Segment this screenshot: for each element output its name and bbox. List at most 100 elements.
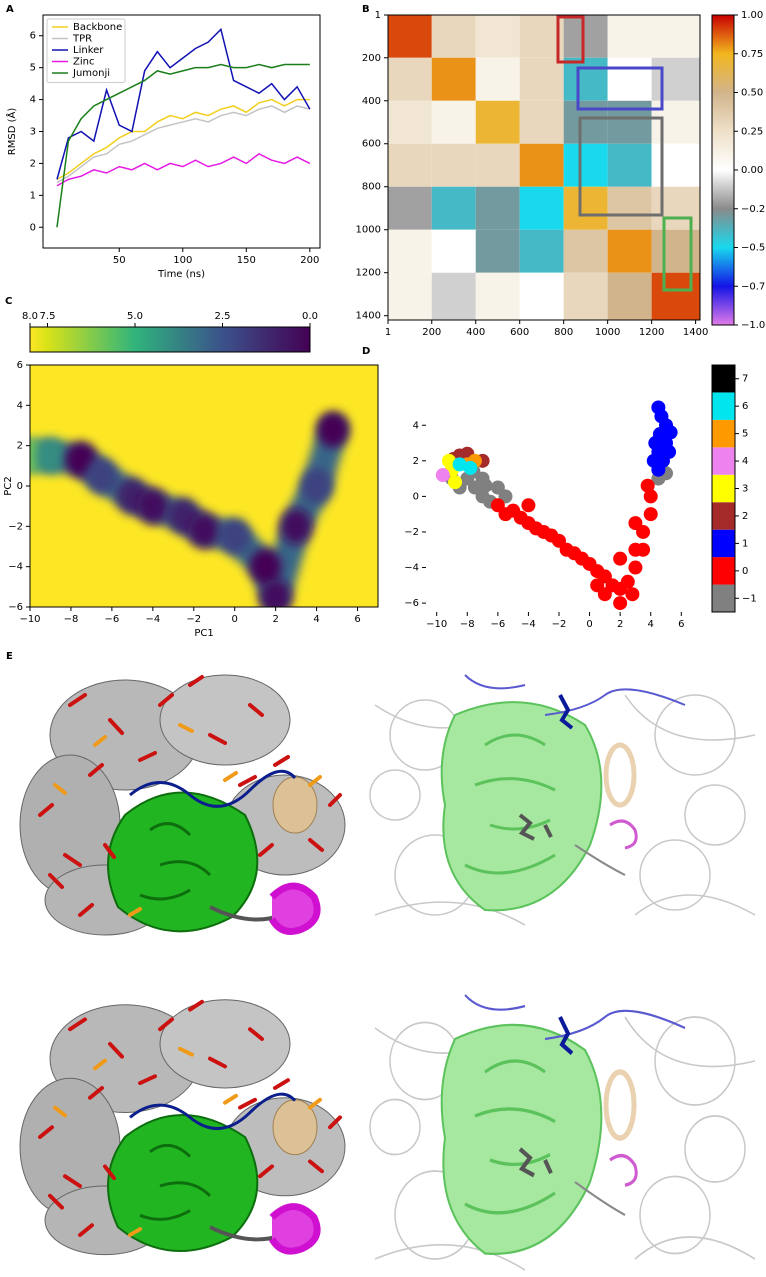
x-tick-label: 1 — [385, 327, 391, 338]
heatmap-cell — [388, 57, 432, 101]
y-tick-label: 800 — [362, 182, 381, 193]
series-line — [56, 63, 310, 228]
plot-frame — [387, 14, 701, 321]
heatmap-cell — [388, 15, 432, 58]
colorbar-band — [712, 365, 735, 393]
x-tick-label: 6 — [354, 614, 360, 625]
y-tick-label: 4 — [17, 400, 23, 411]
scatter-point — [613, 596, 628, 611]
colorbar-band — [712, 419, 735, 448]
scatter-point — [463, 460, 478, 475]
colorbar-tick-label: 7.5 — [40, 311, 56, 322]
colorbar-tick-label: −0.25 — [741, 204, 766, 215]
x-tick-label: 100 — [173, 255, 192, 266]
y-axis-label: PC2 — [3, 476, 14, 495]
legend-box — [46, 18, 126, 83]
scatter-point — [452, 457, 467, 472]
y-tick-label: 0 — [413, 491, 419, 502]
y-tick-label: 400 — [362, 96, 381, 107]
heatmap-cell — [563, 143, 608, 187]
y-tick-label: −2 — [8, 521, 23, 532]
contour-layer — [30, 411, 349, 607]
x-tick-label: 50 — [113, 255, 126, 266]
energy-basin — [259, 578, 292, 607]
heatmap-cell — [607, 143, 652, 187]
heatmap-cell — [388, 229, 432, 273]
y-tick-label: 600 — [362, 139, 381, 150]
heatmap-cell — [388, 143, 432, 187]
colorbar-tick-label: 0.00 — [741, 165, 763, 176]
x-tick-label: 2 — [272, 614, 278, 625]
x-tick-label: 200 — [300, 255, 319, 266]
heatmap-cell — [519, 229, 564, 273]
y-tick-label: −6 — [404, 598, 419, 609]
structure-image — [370, 675, 755, 925]
energy-basin — [316, 411, 349, 448]
scatter-point — [643, 507, 658, 522]
scatter-point — [648, 436, 663, 451]
colorbar-tick-label: −1.00 — [741, 320, 766, 331]
heatmap-cell — [563, 229, 608, 273]
heatmap-cell — [651, 143, 700, 187]
panel-label: D — [362, 346, 370, 357]
heatmap-cell — [651, 100, 700, 144]
y-tick-label: 200 — [362, 53, 381, 64]
scatter-point — [646, 453, 661, 468]
series-line — [56, 27, 311, 180]
colorbar-tick-label: 0 — [742, 566, 748, 577]
x-tick-label: 200 — [422, 327, 441, 338]
energy-basin — [249, 548, 282, 585]
colorbar-tick-label: 0.75 — [741, 49, 763, 60]
colorbar-tick-label: 2.5 — [215, 311, 231, 322]
structure-image — [20, 1000, 345, 1255]
heatmap-cell — [651, 186, 700, 230]
heatmap-cell — [563, 186, 608, 230]
x-tick-label: 1400 — [683, 327, 708, 338]
heatmap-cell — [607, 15, 652, 58]
colorbar-tick-label: 6 — [742, 401, 748, 412]
heatmap-cell — [607, 272, 652, 320]
y-tick-label: 1 — [375, 10, 381, 21]
energy-basin — [136, 488, 169, 525]
scatter-point — [620, 574, 635, 589]
y-tick-label: 3 — [30, 127, 36, 138]
scatter-point — [590, 578, 605, 593]
colorbar — [711, 14, 735, 326]
scatter-point — [662, 444, 677, 459]
heatmap-cell — [431, 15, 476, 58]
x-tick-label: −8 — [64, 614, 79, 625]
y-tick-label: 2 — [30, 158, 36, 169]
scatter-point — [625, 587, 640, 602]
heatmap-cell — [388, 100, 432, 144]
colorbar-tick-label: −0.50 — [741, 243, 766, 254]
x-tick-label: 4 — [313, 614, 319, 625]
colorbar-tick-label: 5.0 — [127, 311, 143, 322]
heatmap-cell — [651, 272, 700, 320]
heatmap-cell — [563, 15, 608, 58]
legend-label: Linker — [73, 45, 104, 56]
colorbar-band — [712, 474, 735, 503]
scatter-point — [628, 560, 643, 575]
energy-basin — [85, 457, 118, 494]
scatter-point — [663, 425, 678, 440]
heatmap-cell — [519, 272, 564, 320]
y-tick-label: 0 — [30, 222, 36, 233]
heatmap-cell — [519, 57, 564, 101]
y-tick-label: 2 — [17, 441, 23, 452]
heatmap-cell — [475, 272, 520, 320]
heatmap-cell — [431, 100, 476, 144]
series-line — [56, 152, 311, 187]
colorbar-band — [712, 584, 735, 612]
y-tick-label: 1400 — [356, 311, 381, 322]
highlight-box — [662, 216, 693, 292]
heatmap-cell — [607, 100, 652, 144]
colorbar-tick-label: 1 — [742, 538, 748, 549]
heatmap-cell — [388, 272, 432, 320]
y-tick-label: 2 — [413, 456, 419, 467]
heatmap-cell — [475, 100, 520, 144]
y-tick-label: 5 — [30, 63, 36, 74]
colorbar-tick-label: 0.50 — [741, 88, 763, 99]
x-tick-label: 150 — [237, 255, 256, 266]
scatter-point — [628, 516, 643, 531]
heatmap-cell — [651, 15, 700, 58]
